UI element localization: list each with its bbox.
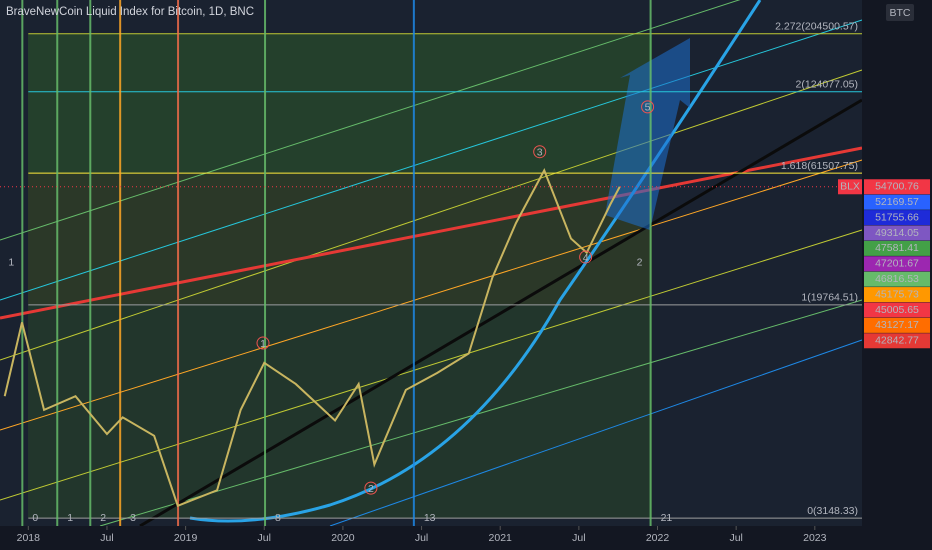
time-zone-label: 0 bbox=[32, 512, 38, 524]
x-tick-label: 2018 bbox=[17, 532, 41, 544]
x-tick-label: Jul bbox=[729, 532, 742, 544]
indicator-badge-label: 49314.05 bbox=[875, 227, 919, 239]
price-badge-label: 54700.76 bbox=[875, 181, 919, 193]
price-line bbox=[3, 168, 621, 508]
wave-marker bbox=[533, 145, 547, 159]
symbol-box bbox=[886, 4, 914, 21]
time-zone-label: 1 bbox=[67, 512, 73, 524]
indicator-badge bbox=[864, 240, 930, 256]
x-tick-label: 2023 bbox=[803, 532, 827, 544]
indicator-badge-label: 46816.53 bbox=[875, 273, 919, 285]
wave-label: 1 bbox=[8, 257, 14, 269]
indicator-badge bbox=[864, 194, 930, 210]
indicator-badge bbox=[864, 302, 930, 318]
fib-level-label: 1(19764.51) bbox=[801, 292, 858, 304]
channel-line bbox=[0, 69, 863, 361]
indicator-badge-label: 42842.77 bbox=[875, 335, 919, 347]
series-name: BLX bbox=[840, 181, 860, 193]
fib-zone bbox=[28, 34, 652, 173]
indicator-badge bbox=[864, 210, 930, 226]
fib-level-label: 2.272(204500.57) bbox=[775, 21, 858, 33]
indicator-badge-label: 45005.65 bbox=[875, 304, 919, 316]
indicator-badge bbox=[864, 317, 930, 333]
channel-line bbox=[99, 299, 863, 527]
x-tick-label: 2019 bbox=[174, 532, 198, 544]
time-zone-label: 13 bbox=[424, 512, 436, 524]
indicator-badge bbox=[864, 287, 930, 303]
symbol: BTC bbox=[890, 7, 911, 19]
wave-label: 2 bbox=[368, 483, 374, 495]
indicator-badge-label: 43127.17 bbox=[875, 319, 919, 331]
indicator-badge-label: 47201.67 bbox=[875, 258, 919, 270]
indicator-badge bbox=[864, 256, 930, 272]
wave-label: 2 bbox=[637, 257, 643, 269]
x-tick-label: Jul bbox=[100, 532, 113, 544]
projection-arrow bbox=[605, 38, 690, 230]
channel-line bbox=[0, 159, 863, 431]
x-tick-label: Jul bbox=[415, 532, 428, 544]
wave-marker bbox=[256, 336, 270, 350]
channel-line bbox=[329, 339, 863, 527]
wave-marker bbox=[641, 100, 655, 114]
chart-title: BraveNewCoin Liquid Index for Bitcoin, 1… bbox=[6, 6, 254, 18]
indicator-badge bbox=[864, 271, 930, 287]
channel-line bbox=[0, 0, 741, 241]
time-zone-label: 3 bbox=[130, 512, 136, 524]
indicator-badge bbox=[864, 333, 930, 349]
wave-marker bbox=[364, 481, 378, 495]
wave-label: 3 bbox=[537, 146, 543, 158]
x-tick-label: 2022 bbox=[646, 532, 670, 544]
badge-box bbox=[838, 179, 862, 195]
indicator-badge-label: 51755.66 bbox=[875, 211, 919, 223]
indicator-badge bbox=[864, 225, 930, 241]
fib-level-label: 0(3148.33) bbox=[807, 505, 858, 517]
wave-marker bbox=[579, 250, 593, 264]
x-tick-label: Jul bbox=[258, 532, 271, 544]
time-axis bbox=[0, 526, 932, 550]
x-tick-label: 2021 bbox=[489, 532, 513, 544]
indicator-badge-label: 52169.57 bbox=[875, 196, 919, 208]
trend-line bbox=[0, 146, 863, 320]
price-badge bbox=[864, 179, 930, 195]
indicator-badge-label: 45175.73 bbox=[875, 288, 919, 300]
time-zone-label: 8 bbox=[275, 512, 281, 524]
x-tick-label: Jul bbox=[572, 532, 585, 544]
x-tick-label: 2020 bbox=[331, 532, 355, 544]
trend-line bbox=[139, 98, 863, 528]
channel-line bbox=[0, 229, 863, 501]
fib-level-label: 2(124077.05) bbox=[796, 79, 858, 91]
wave-label: 4 bbox=[583, 252, 589, 264]
time-zone-label: 21 bbox=[661, 512, 673, 524]
wave-label: 1 bbox=[260, 338, 266, 350]
channel-lines bbox=[0, 0, 863, 527]
fib-level-label: 1.618(61507.75) bbox=[781, 160, 858, 172]
wave-label: 5 bbox=[645, 102, 651, 114]
indicator-badge-label: 47581.41 bbox=[875, 242, 919, 254]
fib-zone bbox=[28, 173, 652, 304]
time-zone-label: 2 bbox=[100, 512, 106, 524]
